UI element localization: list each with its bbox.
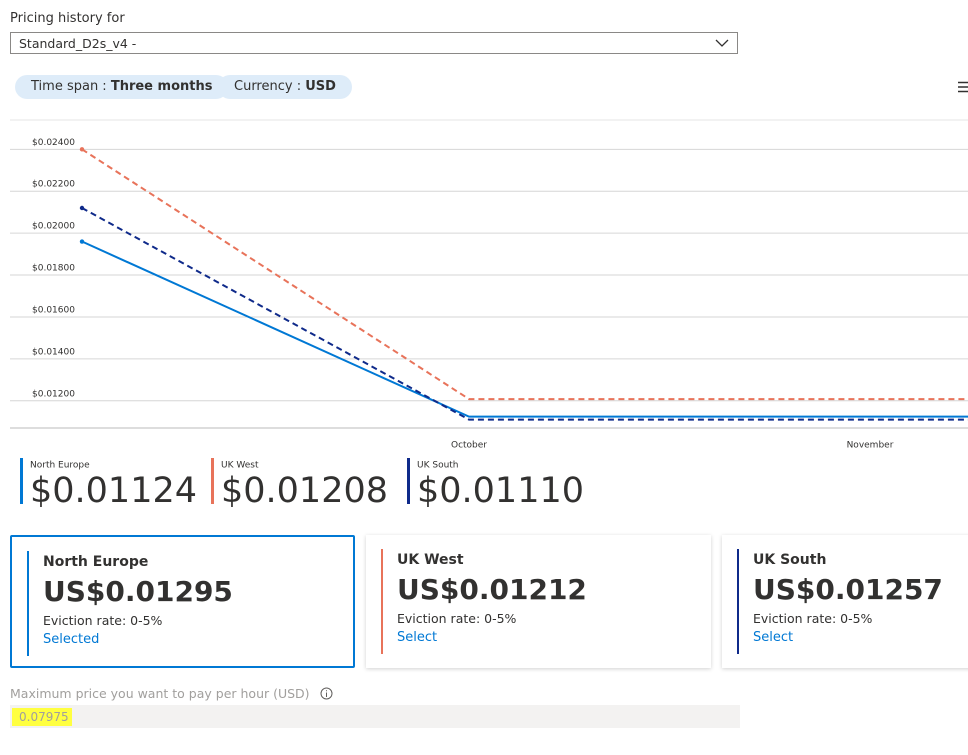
series-line [81, 240, 968, 418]
legend-swatch [211, 458, 214, 504]
region-name: UK South [753, 552, 827, 568]
legend-name: North Europe [30, 461, 90, 471]
y-tick-label: $0.02000 [32, 222, 75, 232]
chart: $0.01200 $0.01400 $0.01600 $0.01800 $0.02000… [10, 119, 968, 511]
y-tick-label: $0.02400 [32, 138, 75, 148]
region-price: US$0.01295 [43, 575, 233, 608]
y-tick-label: $0.01600 [32, 305, 75, 315]
header-title: Pricing history for [10, 11, 125, 26]
point [79, 239, 85, 244]
dropdown-value: Standard_D2s_v4 - [19, 36, 137, 51]
y-tick-label: $0.01800 [32, 264, 75, 274]
region-price: US$0.01257 [753, 573, 943, 606]
legend-name: UK South [417, 461, 459, 471]
y-tick-label: $0.01400 [32, 347, 75, 357]
series-line [81, 148, 968, 401]
series-line [81, 207, 968, 421]
pill-value: Three months [110, 79, 213, 94]
input-value: 0.07975 [19, 710, 69, 724]
accent-bar [27, 551, 29, 656]
region-card[interactable]: UK West US$0.01212 Eviction rate: 0-5% Sele… [366, 535, 711, 668]
currency-pill[interactable]: Currency : USD [218, 75, 352, 99]
region-card[interactable]: North Europe US$0.01295 Eviction rate: 0-5… [10, 535, 355, 668]
x-tick-label: October [451, 441, 487, 451]
max-price-input[interactable]: 0.07975 [10, 705, 740, 728]
select-link[interactable]: Selected [43, 632, 100, 647]
select-link[interactable]: Select [397, 630, 438, 645]
pill-label: Time span : [31, 79, 111, 94]
latest-value: $0.01124 [30, 471, 197, 511]
accent-bar [381, 549, 383, 654]
eviction-rate: Eviction rate: 0-5% [397, 611, 517, 626]
region-card[interactable]: UK South US$0.01257 Eviction rate: 0-5% Sel… [722, 535, 968, 668]
region-price: US$0.01212 [397, 573, 587, 606]
legend-swatch [407, 458, 410, 504]
timespan-pill[interactable]: Time span : Three months [15, 75, 229, 99]
highlight [12, 708, 72, 726]
region-name: North Europe [43, 554, 149, 570]
eviction-rate: Eviction rate: 0-5% [43, 613, 163, 628]
max-price-label: Maximum price you want to pay per hour (… [10, 686, 333, 701]
vm-dropdown[interactable]: Standard_D2s_v4 - [10, 32, 738, 54]
menu-icon[interactable] [957, 81, 968, 93]
y-tick-label: $0.01200 [32, 389, 75, 399]
point [79, 147, 85, 152]
accent-bar [737, 549, 739, 654]
x-tick-label: November [847, 441, 894, 451]
latest-value: $0.01110 [417, 471, 584, 511]
point [79, 205, 85, 211]
select-link[interactable]: Select [753, 630, 794, 645]
pill-value: USD [305, 79, 336, 94]
latest-value: $0.01208 [221, 471, 388, 511]
info-icon[interactable] [320, 687, 333, 700]
pill-label: Currency : [234, 79, 306, 94]
y-tick-label: $0.02200 [32, 180, 75, 190]
eviction-rate: Eviction rate: 0-5% [753, 611, 873, 626]
label-text: Maximum price you want to pay per hour (… [10, 686, 310, 701]
chevron [715, 39, 729, 47]
legend-swatch [20, 458, 23, 504]
region-name: UK West [397, 552, 464, 568]
legend-name: UK West [221, 461, 259, 471]
